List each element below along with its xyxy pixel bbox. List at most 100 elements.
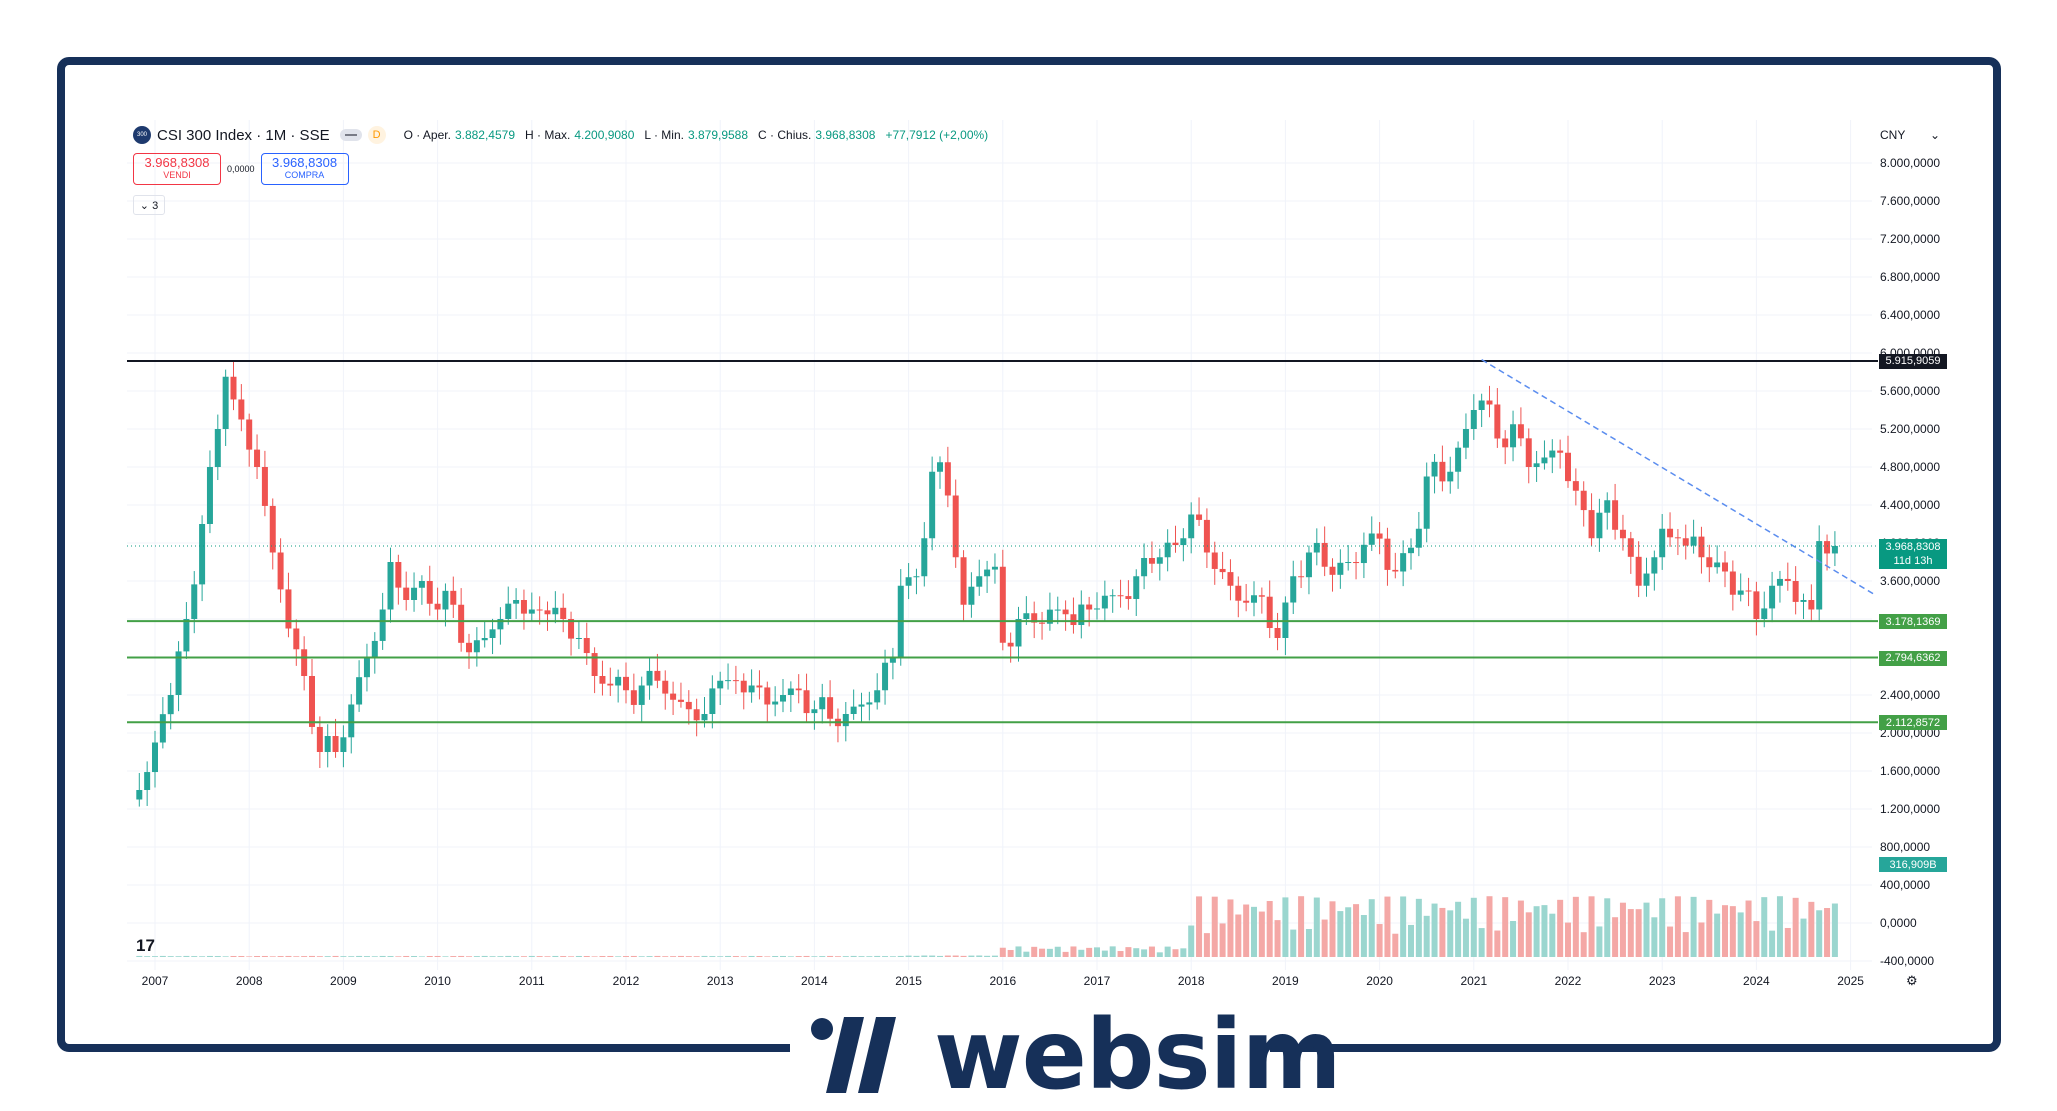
candle-body	[740, 680, 747, 693]
volume-bar	[1125, 947, 1132, 957]
tradingview-logo-icon[interactable]: 17	[136, 936, 155, 955]
candle-body	[1117, 595, 1124, 597]
volume-bar	[1635, 909, 1642, 957]
candle-body	[568, 619, 575, 639]
volume-bar	[1824, 908, 1831, 957]
gear-icon[interactable]: ⚙	[1906, 973, 1918, 988]
volume-bar	[1282, 897, 1289, 957]
candle-body	[332, 736, 339, 752]
hide-toggle-icon[interactable]	[339, 129, 362, 141]
low-value: 3.879,9588	[687, 128, 749, 142]
candle-body	[748, 685, 755, 693]
candle-body	[1305, 552, 1312, 578]
candle-body	[309, 676, 315, 727]
spread-value: 0,0000	[227, 164, 255, 174]
horizontal-lines	[127, 359, 1878, 724]
currency-selector[interactable]: CNY ⌄	[1880, 128, 1940, 142]
indicators-toggle-button[interactable]: ⌄ 3	[133, 195, 165, 215]
volume-bar	[1698, 922, 1705, 957]
volume-bar	[827, 955, 834, 957]
volume-bar	[795, 956, 802, 957]
candle-body	[1094, 608, 1100, 610]
candle-body	[1682, 538, 1689, 546]
volume-bar	[1462, 918, 1469, 957]
countdown-value: 11d 13h	[1893, 554, 1933, 567]
volume-bar	[1745, 900, 1752, 957]
volume-bar	[897, 955, 904, 957]
volume-bar	[725, 955, 732, 957]
candle-body	[324, 736, 331, 752]
year-tick-label: 2019	[1272, 974, 1299, 988]
volume-bar	[1572, 896, 1579, 957]
volume-bar	[937, 955, 943, 957]
candle-body	[261, 467, 268, 506]
candle-body	[1384, 538, 1391, 570]
volume-bar	[1423, 915, 1430, 957]
candle-body	[1462, 429, 1469, 448]
candle-body	[1761, 608, 1768, 619]
candle-body	[1007, 642, 1014, 647]
volume-bar	[929, 955, 936, 957]
volume-bar	[1643, 902, 1650, 957]
volume-bar	[246, 956, 253, 957]
volume-bar	[442, 956, 449, 957]
symbol-title[interactable]: CSI 300 Index · 1M · SSE	[157, 126, 330, 144]
candle-body	[1831, 545, 1838, 554]
volume-bar	[1078, 949, 1085, 957]
volume-bar	[1533, 906, 1540, 957]
sell-button[interactable]: 3.968,8308 VENDI	[133, 153, 221, 185]
volume-bar	[434, 955, 441, 957]
candle-body	[780, 695, 786, 702]
year-tick-label: 2015	[895, 974, 922, 988]
candle-body	[1541, 457, 1548, 464]
volume-bar	[646, 956, 653, 957]
volume-bar	[913, 955, 920, 957]
price-tick-label: 1.600,0000	[1880, 764, 1941, 778]
volume-bar	[238, 956, 245, 957]
volume-bar	[1086, 947, 1093, 957]
sell-label: VENDI	[163, 170, 191, 180]
candle-body	[536, 609, 543, 611]
volume-bar	[1227, 899, 1234, 957]
volume-bar	[921, 955, 928, 957]
candle-body	[1753, 591, 1760, 619]
volume-bar	[568, 956, 575, 957]
volume-bar	[1478, 928, 1485, 957]
candle-body	[685, 701, 692, 710]
volume-bar	[1761, 897, 1768, 957]
candle-body	[1674, 537, 1681, 539]
volume-bar	[363, 956, 370, 957]
volume-bar	[1243, 904, 1250, 957]
candle-body	[1816, 541, 1823, 610]
candle-body	[1470, 410, 1477, 429]
candle-body	[395, 562, 402, 588]
delay-badge: D	[367, 126, 386, 144]
candle-body	[1070, 614, 1077, 626]
candle-body	[1274, 627, 1281, 638]
candle-body	[1368, 533, 1375, 545]
volume-bar	[136, 955, 143, 957]
volume-bar	[1525, 912, 1532, 957]
volume-bar	[1039, 948, 1046, 957]
buy-button[interactable]: 3.968,8308 COMPRA	[260, 153, 349, 185]
volume-bar	[803, 955, 810, 957]
volume-bar	[607, 955, 614, 957]
year-tick-label: 2009	[330, 974, 357, 988]
candle-body	[246, 419, 253, 450]
volume-bar	[458, 955, 465, 957]
volume-bar	[1557, 899, 1564, 957]
volume-bar	[214, 956, 221, 957]
candle-body	[1824, 541, 1831, 554]
candle-body	[1769, 585, 1776, 609]
volume-bar	[662, 956, 669, 957]
candle-body	[513, 600, 520, 604]
last-price-tag: 3.968,8308 11d 13h	[1879, 538, 1947, 569]
volume-bar	[944, 955, 951, 957]
volume-bars	[136, 896, 1838, 957]
volume-bar	[1148, 946, 1155, 957]
candle-body	[1172, 542, 1179, 546]
volume-bar	[426, 956, 433, 957]
high-key: H · Max.	[525, 128, 571, 142]
candle-body	[819, 697, 826, 710]
candle-body	[662, 680, 669, 694]
